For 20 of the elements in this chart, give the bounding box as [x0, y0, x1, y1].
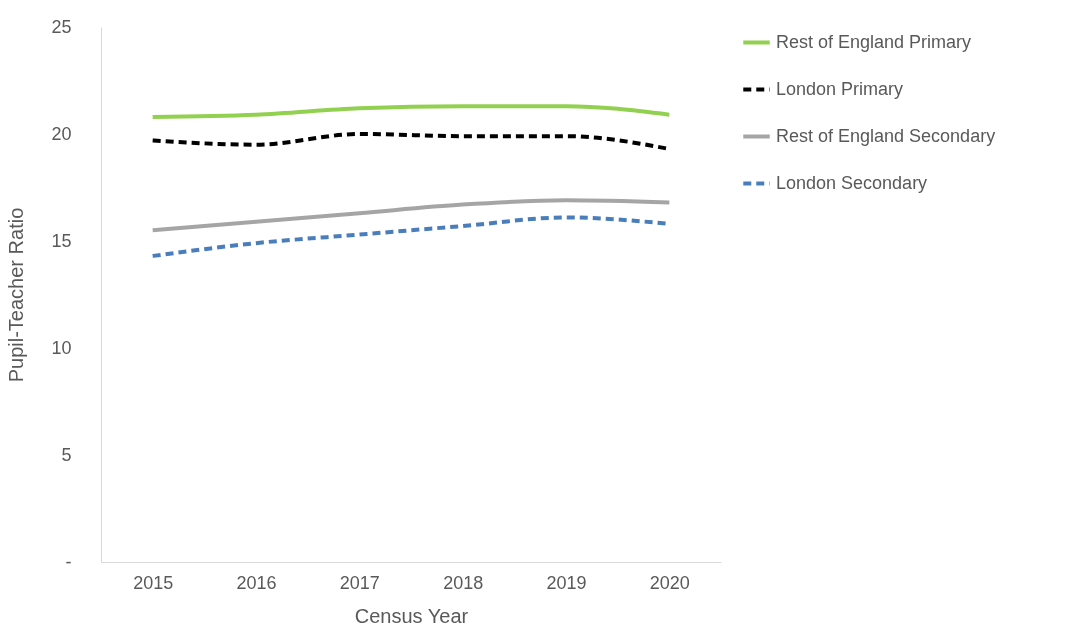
- y-tick-label: -: [65, 551, 72, 572]
- x-tick-label: 2020: [649, 572, 690, 593]
- line-series: [150, 104, 672, 119]
- line-series: [150, 198, 672, 233]
- y-tick-label: 25: [51, 16, 72, 37]
- y-tick-label: 20: [51, 123, 72, 144]
- legend-label: London Primary: [776, 78, 904, 99]
- x-tick-label: 2016: [236, 572, 277, 593]
- y-tick-label: 5: [61, 444, 72, 465]
- legend-label: Rest of England Secondary: [776, 125, 996, 146]
- y-tick-label: 15: [51, 230, 72, 251]
- legend-label: Rest of England Primary: [776, 31, 972, 52]
- legend-label: London Secondary: [776, 172, 928, 193]
- x-tick-label: 2015: [133, 572, 174, 593]
- x-tick-label: 2018: [443, 572, 484, 593]
- x-axis-title: Census Year: [354, 604, 469, 627]
- x-tick-label: 2019: [546, 572, 587, 593]
- y-axis-title: Pupil-Teacher Ratio: [5, 207, 28, 383]
- y-tick-label: 10: [51, 337, 72, 358]
- x-tick-label: 2017: [339, 572, 380, 593]
